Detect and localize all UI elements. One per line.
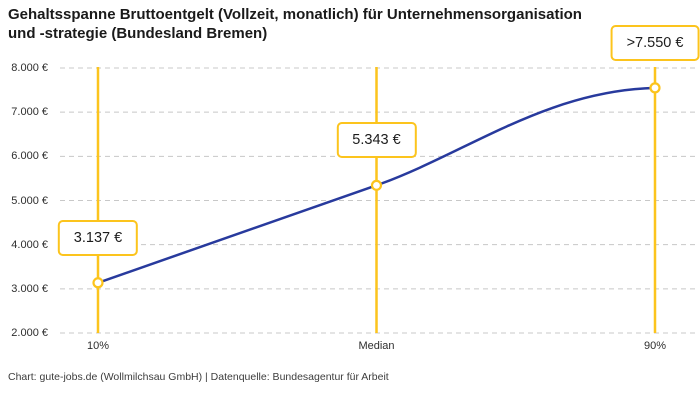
chart-source-caption: Chart: gute-jobs.de (Wollmilchsau GmbH) … [8, 371, 389, 383]
y-axis-tick-label: 5.000 € [11, 194, 48, 207]
data-point-marker [92, 277, 104, 289]
data-point-marker [649, 82, 661, 94]
y-axis-tick-label: 4.000 € [11, 238, 48, 251]
data-point-marker [370, 179, 383, 191]
y-axis-tick-label: 6.000 € [11, 150, 48, 163]
value-label-90th-percentile: >7.550 € [610, 24, 700, 61]
x-axis-label-90th-percentile: 90% [643, 340, 667, 352]
y-axis-tick-label: 7.000 € [11, 106, 48, 119]
chart-title: Gehaltsspanne Bruttoentgelt (Vollzeit, m… [8, 5, 582, 43]
x-axis-label-10th-percentile: 10% [86, 340, 110, 352]
x-axis-label-median: Median [358, 340, 395, 352]
y-axis-tick-label: 2.000 € [11, 327, 48, 339]
chart-title-line1: Gehaltsspanne Bruttoentgelt (Vollzeit, m… [8, 6, 582, 23]
chart-title-line2: und -strategie (Bundesland Bremen) [8, 25, 268, 43]
value-label-10th-percentile: 3.137 € [57, 219, 139, 256]
value-label-median: 5.343 € [336, 122, 417, 159]
y-axis-tick-label: 8.000 € [11, 62, 48, 74]
y-axis-tick-label: 3.000 € [11, 282, 48, 295]
salary-curve [96, 86, 657, 285]
